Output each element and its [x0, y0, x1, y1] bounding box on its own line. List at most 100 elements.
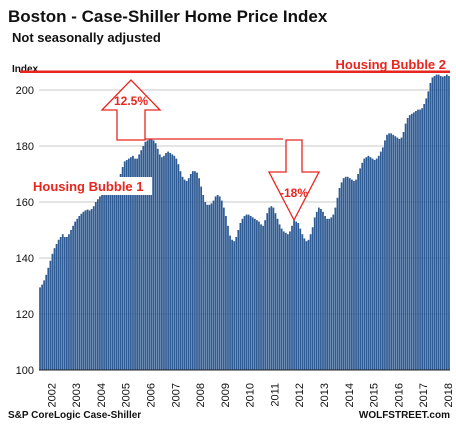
bar: [167, 151, 169, 370]
bar: [96, 199, 99, 370]
x-tick-labels: 2002 2003 2004 2005 2006 2007 2008 2009 2010 2011…: [46, 383, 454, 407]
annotation-increase: 12.5%: [114, 94, 148, 108]
bar: [313, 217, 316, 370]
bar: [446, 74, 448, 370]
bar: [425, 98, 428, 371]
bar: [351, 179, 353, 370]
bar: [200, 186, 203, 370]
bar: [66, 237, 68, 370]
down-arrow: [267, 139, 321, 222]
bar: [88, 210, 91, 370]
bar: [280, 228, 283, 370]
bar: [268, 207, 271, 370]
bar: [342, 178, 345, 370]
bar: [45, 274, 48, 370]
bar: [359, 168, 362, 370]
bar: [394, 136, 397, 370]
bar: [39, 287, 41, 370]
bar: [320, 209, 322, 370]
bar: [441, 76, 444, 370]
x-tick-label: 2011: [269, 383, 281, 407]
bar: [210, 203, 213, 370]
bar: [369, 157, 372, 370]
x-tick-label: 2003: [71, 383, 83, 407]
bar: [353, 181, 355, 370]
bar: [181, 176, 184, 370]
bar: [282, 231, 285, 370]
y-tick-label: 140: [16, 253, 34, 265]
bar: [247, 214, 250, 370]
bar: [191, 171, 194, 370]
bar: [84, 210, 87, 370]
bar: [90, 209, 93, 370]
bar: [381, 147, 384, 370]
bar: [328, 218, 331, 370]
bar: [336, 197, 339, 370]
bar: [427, 91, 430, 371]
bar: [185, 181, 188, 370]
bar: [346, 176, 349, 370]
y-axis-label: Index: [12, 64, 39, 75]
bar: [309, 234, 312, 370]
bar: [189, 174, 192, 370]
bar: [284, 232, 287, 370]
bar: [57, 239, 60, 370]
bar: [41, 284, 43, 370]
chart-title: Boston - Case-Shiller Home Price Index: [8, 7, 328, 26]
bar: [229, 235, 231, 370]
bar: [72, 225, 74, 370]
x-tick-label: 2013: [319, 383, 331, 407]
bar: [412, 112, 415, 371]
bar: [400, 137, 403, 370]
bar: [63, 237, 66, 370]
bar: [396, 137, 399, 370]
bar: [146, 140, 149, 370]
bar: [330, 217, 333, 370]
bar: [299, 228, 302, 370]
bar: [92, 206, 95, 370]
x-tick-label: 2015: [369, 383, 381, 407]
y-tick-label: 160: [16, 197, 34, 209]
bar: [132, 155, 134, 370]
bar: [239, 223, 242, 370]
bar: [301, 234, 304, 370]
bar: [154, 143, 157, 370]
bar: [82, 211, 85, 370]
x-tick-label: 2014: [344, 383, 356, 407]
x-tick-label: 2017: [418, 383, 430, 407]
bar: [111, 183, 114, 370]
bar: [419, 109, 421, 370]
bar: [177, 164, 180, 370]
bars: [39, 74, 450, 371]
bar: [272, 207, 275, 370]
x-tick-label: 2008: [195, 383, 207, 407]
x-tick-label: 2004: [96, 383, 108, 407]
annotation-bubble-2: Housing Bubble 2: [336, 57, 447, 72]
y-tick-label: 120: [16, 309, 34, 321]
bar: [402, 132, 405, 370]
bar: [410, 113, 413, 371]
bar: [130, 157, 132, 370]
bar: [212, 200, 215, 370]
bar: [101, 193, 103, 370]
bar: [231, 239, 233, 370]
bar: [171, 154, 174, 370]
bar: [222, 207, 225, 370]
bar: [377, 155, 380, 370]
bar: [311, 227, 314, 370]
bar: [276, 218, 279, 370]
bar: [51, 253, 54, 370]
bar: [169, 153, 172, 370]
x-tick-label: 2010: [245, 383, 257, 407]
bar: [115, 183, 118, 370]
annotation-bubble-1: Housing Bubble 1: [33, 179, 144, 194]
bar: [297, 223, 300, 370]
x-tick-label: 2002: [46, 383, 58, 407]
bar: [448, 76, 450, 370]
bar: [379, 151, 382, 370]
bar: [80, 213, 83, 370]
bar: [278, 224, 281, 370]
x-tick-label: 2016: [393, 383, 405, 407]
bar: [367, 155, 370, 370]
